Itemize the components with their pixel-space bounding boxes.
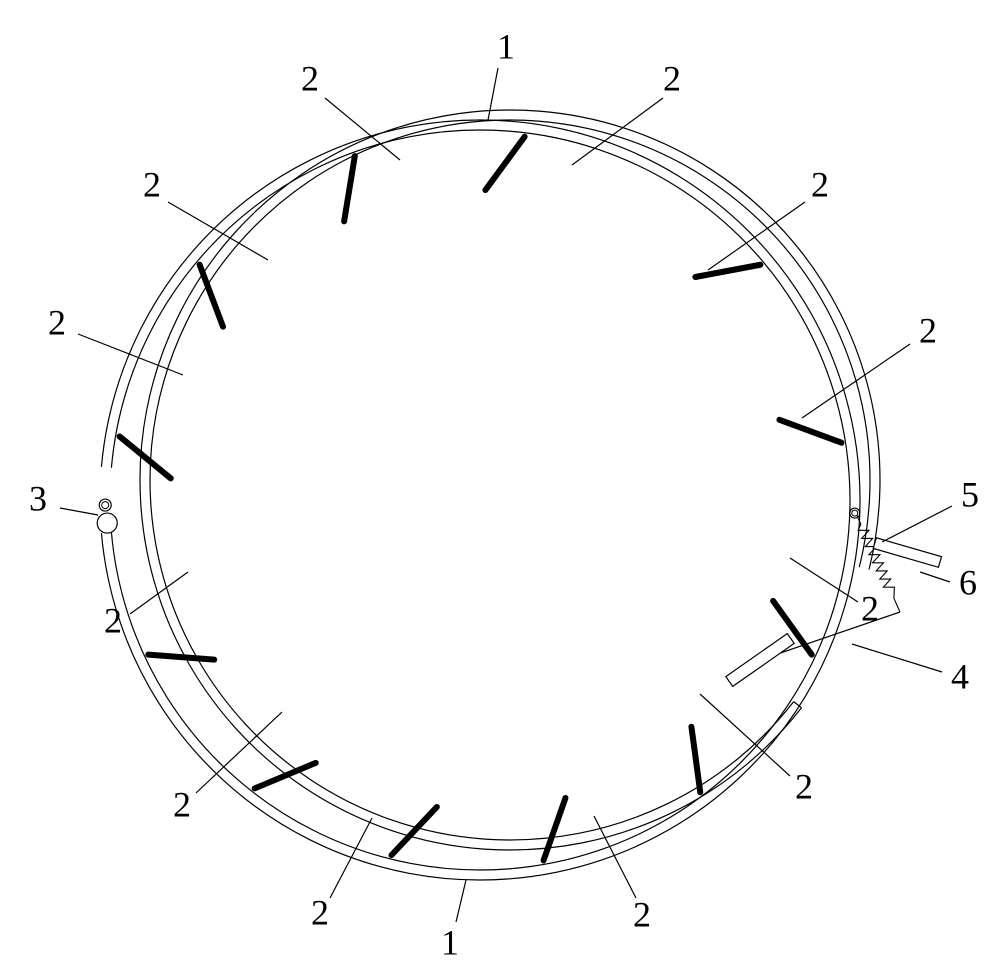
callout-label: 2 [663, 58, 681, 98]
callout-label: 4 [951, 656, 969, 696]
tick [485, 137, 524, 190]
tick [691, 727, 700, 793]
leader-line [700, 694, 790, 776]
leader-line [572, 98, 663, 165]
leader-line [790, 558, 858, 602]
callout-label: 3 [29, 478, 47, 518]
callout-label: 2 [173, 784, 191, 824]
leader-line [60, 508, 98, 515]
callout-label: 2 [143, 164, 161, 204]
callout-label: 2 [861, 588, 879, 628]
free-arc-outer [140, 110, 880, 850]
leader-line [325, 98, 400, 160]
hinge [97, 499, 117, 533]
callout-label: 5 [961, 474, 979, 514]
leader-line [456, 880, 466, 922]
leader-line [488, 68, 498, 120]
leader-line [330, 818, 372, 898]
tick [695, 265, 760, 277]
ticks-group [120, 137, 842, 861]
callout-label: 2 [633, 894, 651, 934]
technical-diagram: 1 1 2 2 2 2 2 2 2 2 2 2 2 2 3 5 6 4 [0, 0, 1000, 969]
tick [779, 420, 841, 443]
leader-line [802, 344, 910, 418]
callout-label: 1 [497, 26, 515, 66]
callout-label: 2 [104, 600, 122, 640]
tick [148, 655, 214, 660]
tick [344, 156, 355, 221]
leader-line [882, 506, 952, 542]
callout-label: 1 [441, 922, 459, 962]
callout-label: 2 [48, 302, 66, 342]
callout-label: 2 [311, 892, 329, 932]
free-arc-inner [150, 120, 870, 840]
leader-line [920, 572, 950, 582]
leader-line [130, 572, 188, 614]
right-assembly [140, 110, 942, 850]
tick [120, 436, 171, 478]
tick [255, 763, 316, 789]
callout-label: 2 [919, 310, 937, 350]
leader-line [852, 644, 942, 672]
callout-label: 2 [301, 58, 319, 98]
leader-line [594, 816, 636, 898]
leader-line [708, 202, 805, 270]
leader-line [168, 202, 268, 260]
callout-label: 2 [795, 766, 813, 806]
ring [101, 120, 860, 880]
t-handle [726, 634, 794, 687]
callout-label: 2 [811, 164, 829, 204]
callout-label: 6 [959, 562, 977, 602]
tick [544, 798, 566, 860]
